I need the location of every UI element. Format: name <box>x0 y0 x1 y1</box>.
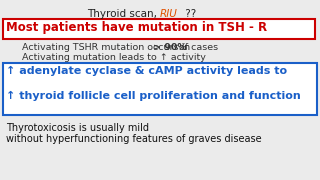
Text: Activating TSHR mutation occurs in: Activating TSHR mutation occurs in <box>22 43 193 52</box>
Text: of cases: of cases <box>176 43 218 52</box>
Text: Activating mutation leads to ↑ activity: Activating mutation leads to ↑ activity <box>22 53 206 62</box>
Text: ??: ?? <box>182 9 196 19</box>
Text: > 90%: > 90% <box>153 43 187 52</box>
FancyBboxPatch shape <box>3 63 317 115</box>
Text: ↑ adenylate cyclase & cAMP activity leads to: ↑ adenylate cyclase & cAMP activity lead… <box>6 66 287 76</box>
Text: Most patients have mutation in TSH - R: Most patients have mutation in TSH - R <box>6 21 267 34</box>
Text: Thyrotoxicosis is usually mild: Thyrotoxicosis is usually mild <box>6 123 149 133</box>
Text: without hyperfunctioning features of graves disease: without hyperfunctioning features of gra… <box>6 134 262 144</box>
FancyBboxPatch shape <box>3 19 315 39</box>
Text: RIU: RIU <box>160 9 178 19</box>
Text: ↑ thyroid follicle cell proliferation and function: ↑ thyroid follicle cell proliferation an… <box>6 91 301 101</box>
Text: Thyroid scan,: Thyroid scan, <box>87 9 160 19</box>
